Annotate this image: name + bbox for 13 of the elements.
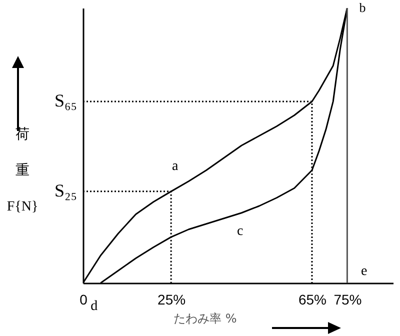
x-tick-label: 75% (334, 292, 362, 308)
annotation: d (90, 299, 98, 314)
annotation: e (361, 264, 368, 279)
x-tick-label: 65% (298, 292, 326, 308)
x-axis-title: たわみ率 % (174, 312, 237, 326)
annotation: c (237, 224, 244, 239)
annotation: b (359, 0, 366, 15)
text: 荷重 F{N} (6, 128, 38, 214)
x-tick-label: 0 (80, 292, 88, 308)
annotation: S₂₅ (54, 180, 77, 200)
x-tick-label: 25% (158, 292, 186, 308)
annotation: S₆₅ (54, 90, 77, 110)
annotation: a (172, 159, 178, 174)
